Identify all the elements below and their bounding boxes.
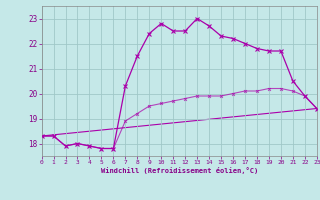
X-axis label: Windchill (Refroidissement éolien,°C): Windchill (Refroidissement éolien,°C) bbox=[100, 167, 258, 174]
